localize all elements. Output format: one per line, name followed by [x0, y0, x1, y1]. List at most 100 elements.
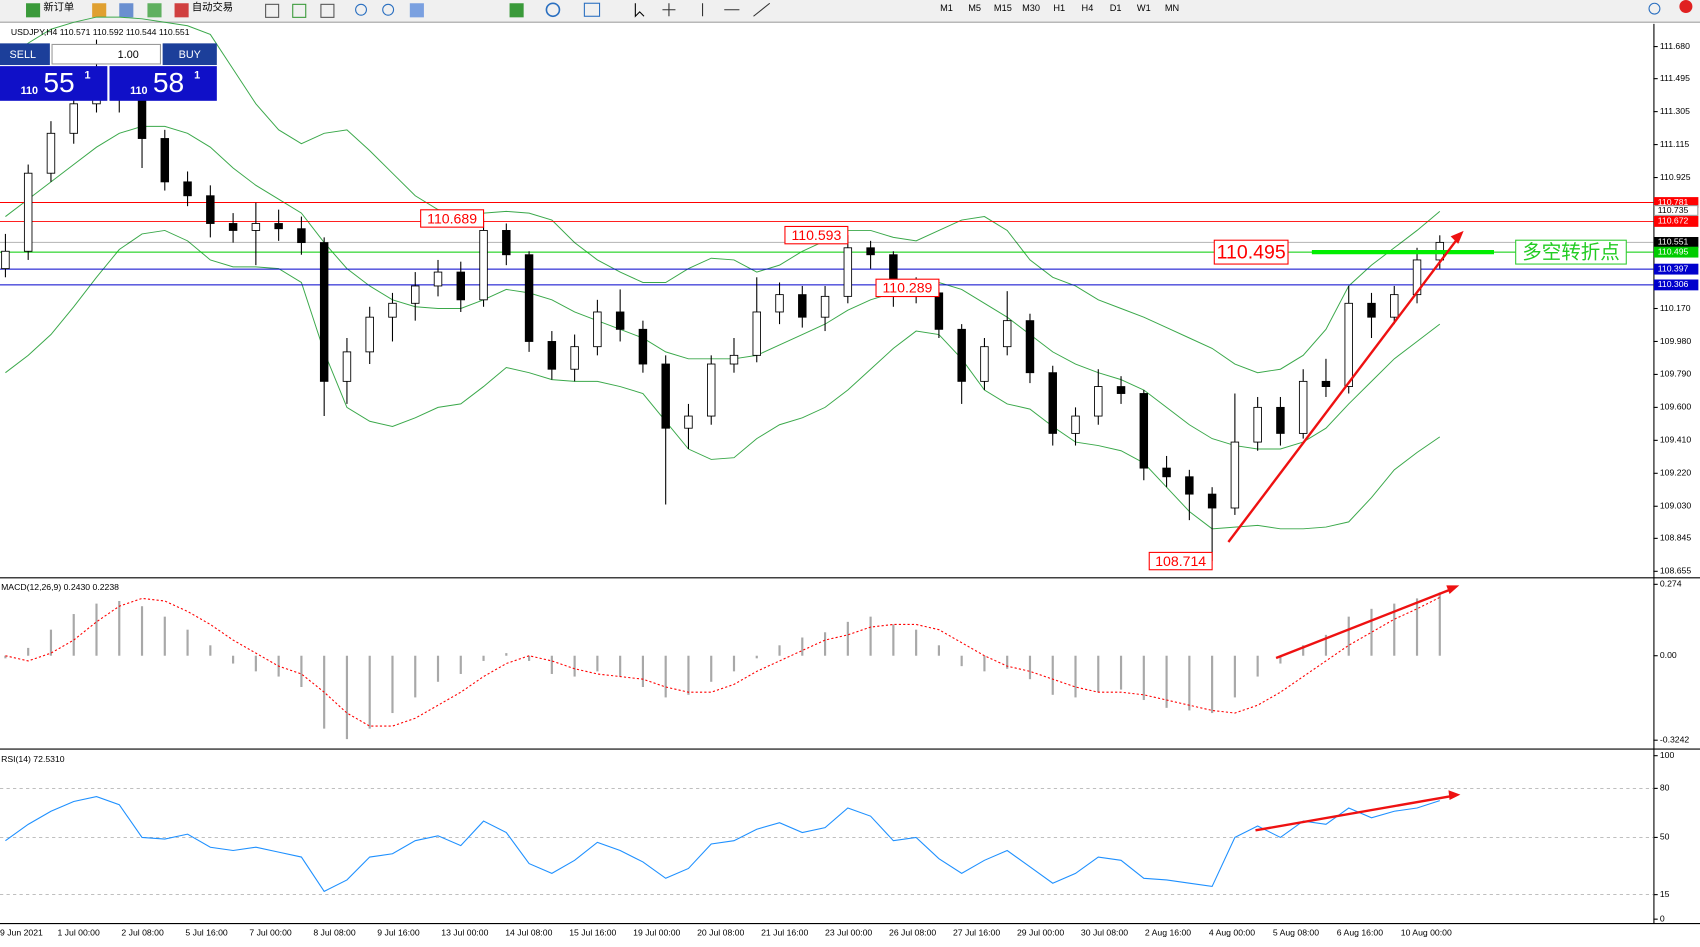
time-label: 6 Aug 16:00	[1337, 928, 1383, 938]
bid-pips: 55	[43, 66, 74, 98]
time-label: 8 Jul 08:00	[313, 928, 356, 938]
ask-box[interactable]	[109, 66, 217, 101]
search[interactable]	[1648, 2, 1661, 15]
trend-arrow	[1227, 235, 1461, 543]
time-label: 26 Jul 08:00	[889, 928, 936, 938]
time-label: 2 Jul 08:00	[121, 928, 164, 938]
candle-body	[1002, 320, 1012, 348]
level-label: 110.397	[1658, 263, 1689, 273]
candle-body	[684, 415, 693, 429]
lot-input[interactable]	[51, 43, 162, 65]
timeframe-button[interactable]: H4	[1082, 3, 1094, 13]
price-label-box	[784, 225, 849, 245]
timeframe-button[interactable]: MN	[1165, 3, 1179, 13]
candle-body	[456, 271, 466, 301]
candle-body	[866, 247, 875, 256]
candle-body	[524, 254, 534, 342]
candle-body	[957, 328, 966, 382]
candle-body	[820, 295, 830, 318]
candle-body	[251, 223, 261, 231]
time-label: 29 Jul 00:00	[1017, 928, 1064, 938]
ask-fraction: 1	[194, 70, 200, 82]
candle-body	[547, 341, 557, 370]
time-label: 10 Aug 00:00	[1401, 928, 1452, 938]
bollinger-lower	[5, 229, 1441, 530]
candle-body	[638, 328, 648, 365]
icon[interactable]	[634, 3, 645, 18]
candle-body	[1162, 467, 1171, 478]
price-label: 110.593	[791, 227, 841, 243]
plot: 9 Jun 2021 1 Jul 00:00 2 Jul 08:00 5 Jul 16…	[0, 16, 1699, 938]
time-label: 21 Jul 16:00	[761, 928, 808, 938]
buy-button[interactable]	[162, 43, 217, 66]
arrow-head	[1446, 585, 1460, 595]
time-label: 20 Jul 08:00	[697, 928, 744, 938]
bid-prefix: 110	[21, 85, 38, 97]
timeframe-button[interactable]: M15	[994, 3, 1012, 13]
time-label: 9 Jun 2021	[0, 928, 43, 938]
candle-body	[342, 351, 352, 382]
candle-body	[661, 363, 670, 429]
level-tag	[1653, 205, 1699, 216]
y-tick-label: 111.495	[1660, 73, 1690, 83]
timeframe-button[interactable]: H1	[1053, 3, 1065, 13]
icon[interactable]	[509, 3, 524, 18]
arrow-head	[1448, 790, 1461, 800]
icon[interactable]	[409, 3, 424, 18]
chart-area	[0, 23, 1654, 924]
rsi-line	[5, 795, 1440, 893]
icon[interactable]	[355, 3, 367, 16]
icon[interactable]	[583, 2, 601, 17]
icon[interactable]	[92, 3, 107, 18]
level-label: 110.551	[1658, 237, 1689, 247]
y-tick-label: 109.980	[1660, 336, 1691, 346]
level-tag	[1653, 246, 1699, 258]
icon[interactable]	[265, 3, 280, 18]
icon[interactable]	[662, 2, 771, 17]
price-label-box	[420, 209, 485, 228]
icon[interactable]	[292, 3, 307, 18]
timeframe-button[interactable]: M1	[940, 3, 953, 13]
candle-body	[1139, 393, 1149, 469]
notification[interactable]	[1679, 0, 1693, 14]
timeframe-button[interactable]: M5	[968, 3, 981, 13]
toolbar-button[interactable]: 新订单	[43, 0, 74, 13]
annotation-text: 多空转折点	[1522, 241, 1620, 263]
timeframe-button[interactable]: D1	[1110, 3, 1122, 13]
bollinger-middle	[5, 125, 1441, 450]
level-label: 110.495	[1658, 246, 1689, 256]
candle-body	[46, 132, 56, 174]
chart-title: USDJPY,H4 110.571 110.592 110.544 110.55…	[11, 27, 190, 37]
candle-body	[1116, 386, 1126, 394]
sell-button[interactable]	[0, 43, 50, 66]
icon[interactable]	[174, 3, 189, 18]
icon[interactable]	[119, 3, 134, 18]
icon[interactable]	[26, 3, 41, 18]
arrow-head	[1450, 230, 1464, 244]
bid-box[interactable]	[0, 66, 108, 101]
candle-body	[1094, 386, 1103, 417]
candle-body	[1390, 294, 1399, 318]
level-tag	[1653, 263, 1699, 275]
icon[interactable]	[147, 3, 162, 18]
time-label: 2 Aug 16:00	[1145, 928, 1191, 938]
candle-body	[319, 242, 329, 382]
toolbar-button[interactable]: 自动交易	[192, 0, 233, 13]
timeframe-button[interactable]: M30	[1022, 3, 1040, 13]
timeframe-button[interactable]: W1	[1137, 3, 1151, 13]
candle-body	[1321, 380, 1331, 388]
candle-body	[206, 195, 215, 224]
candle-body	[411, 285, 420, 304]
level-tag	[1653, 279, 1699, 291]
y-tick-label: 108.655	[1660, 566, 1691, 576]
icon[interactable]	[382, 3, 395, 16]
candle-body	[775, 294, 784, 313]
icon[interactable]	[545, 2, 561, 18]
icon[interactable]	[320, 3, 335, 18]
candle-body	[1048, 372, 1057, 434]
bollinger-upper	[5, 16, 1441, 374]
candle-body	[433, 271, 443, 287]
level-label: 110.672	[1658, 216, 1689, 226]
lot-value: 1.00	[118, 49, 139, 61]
